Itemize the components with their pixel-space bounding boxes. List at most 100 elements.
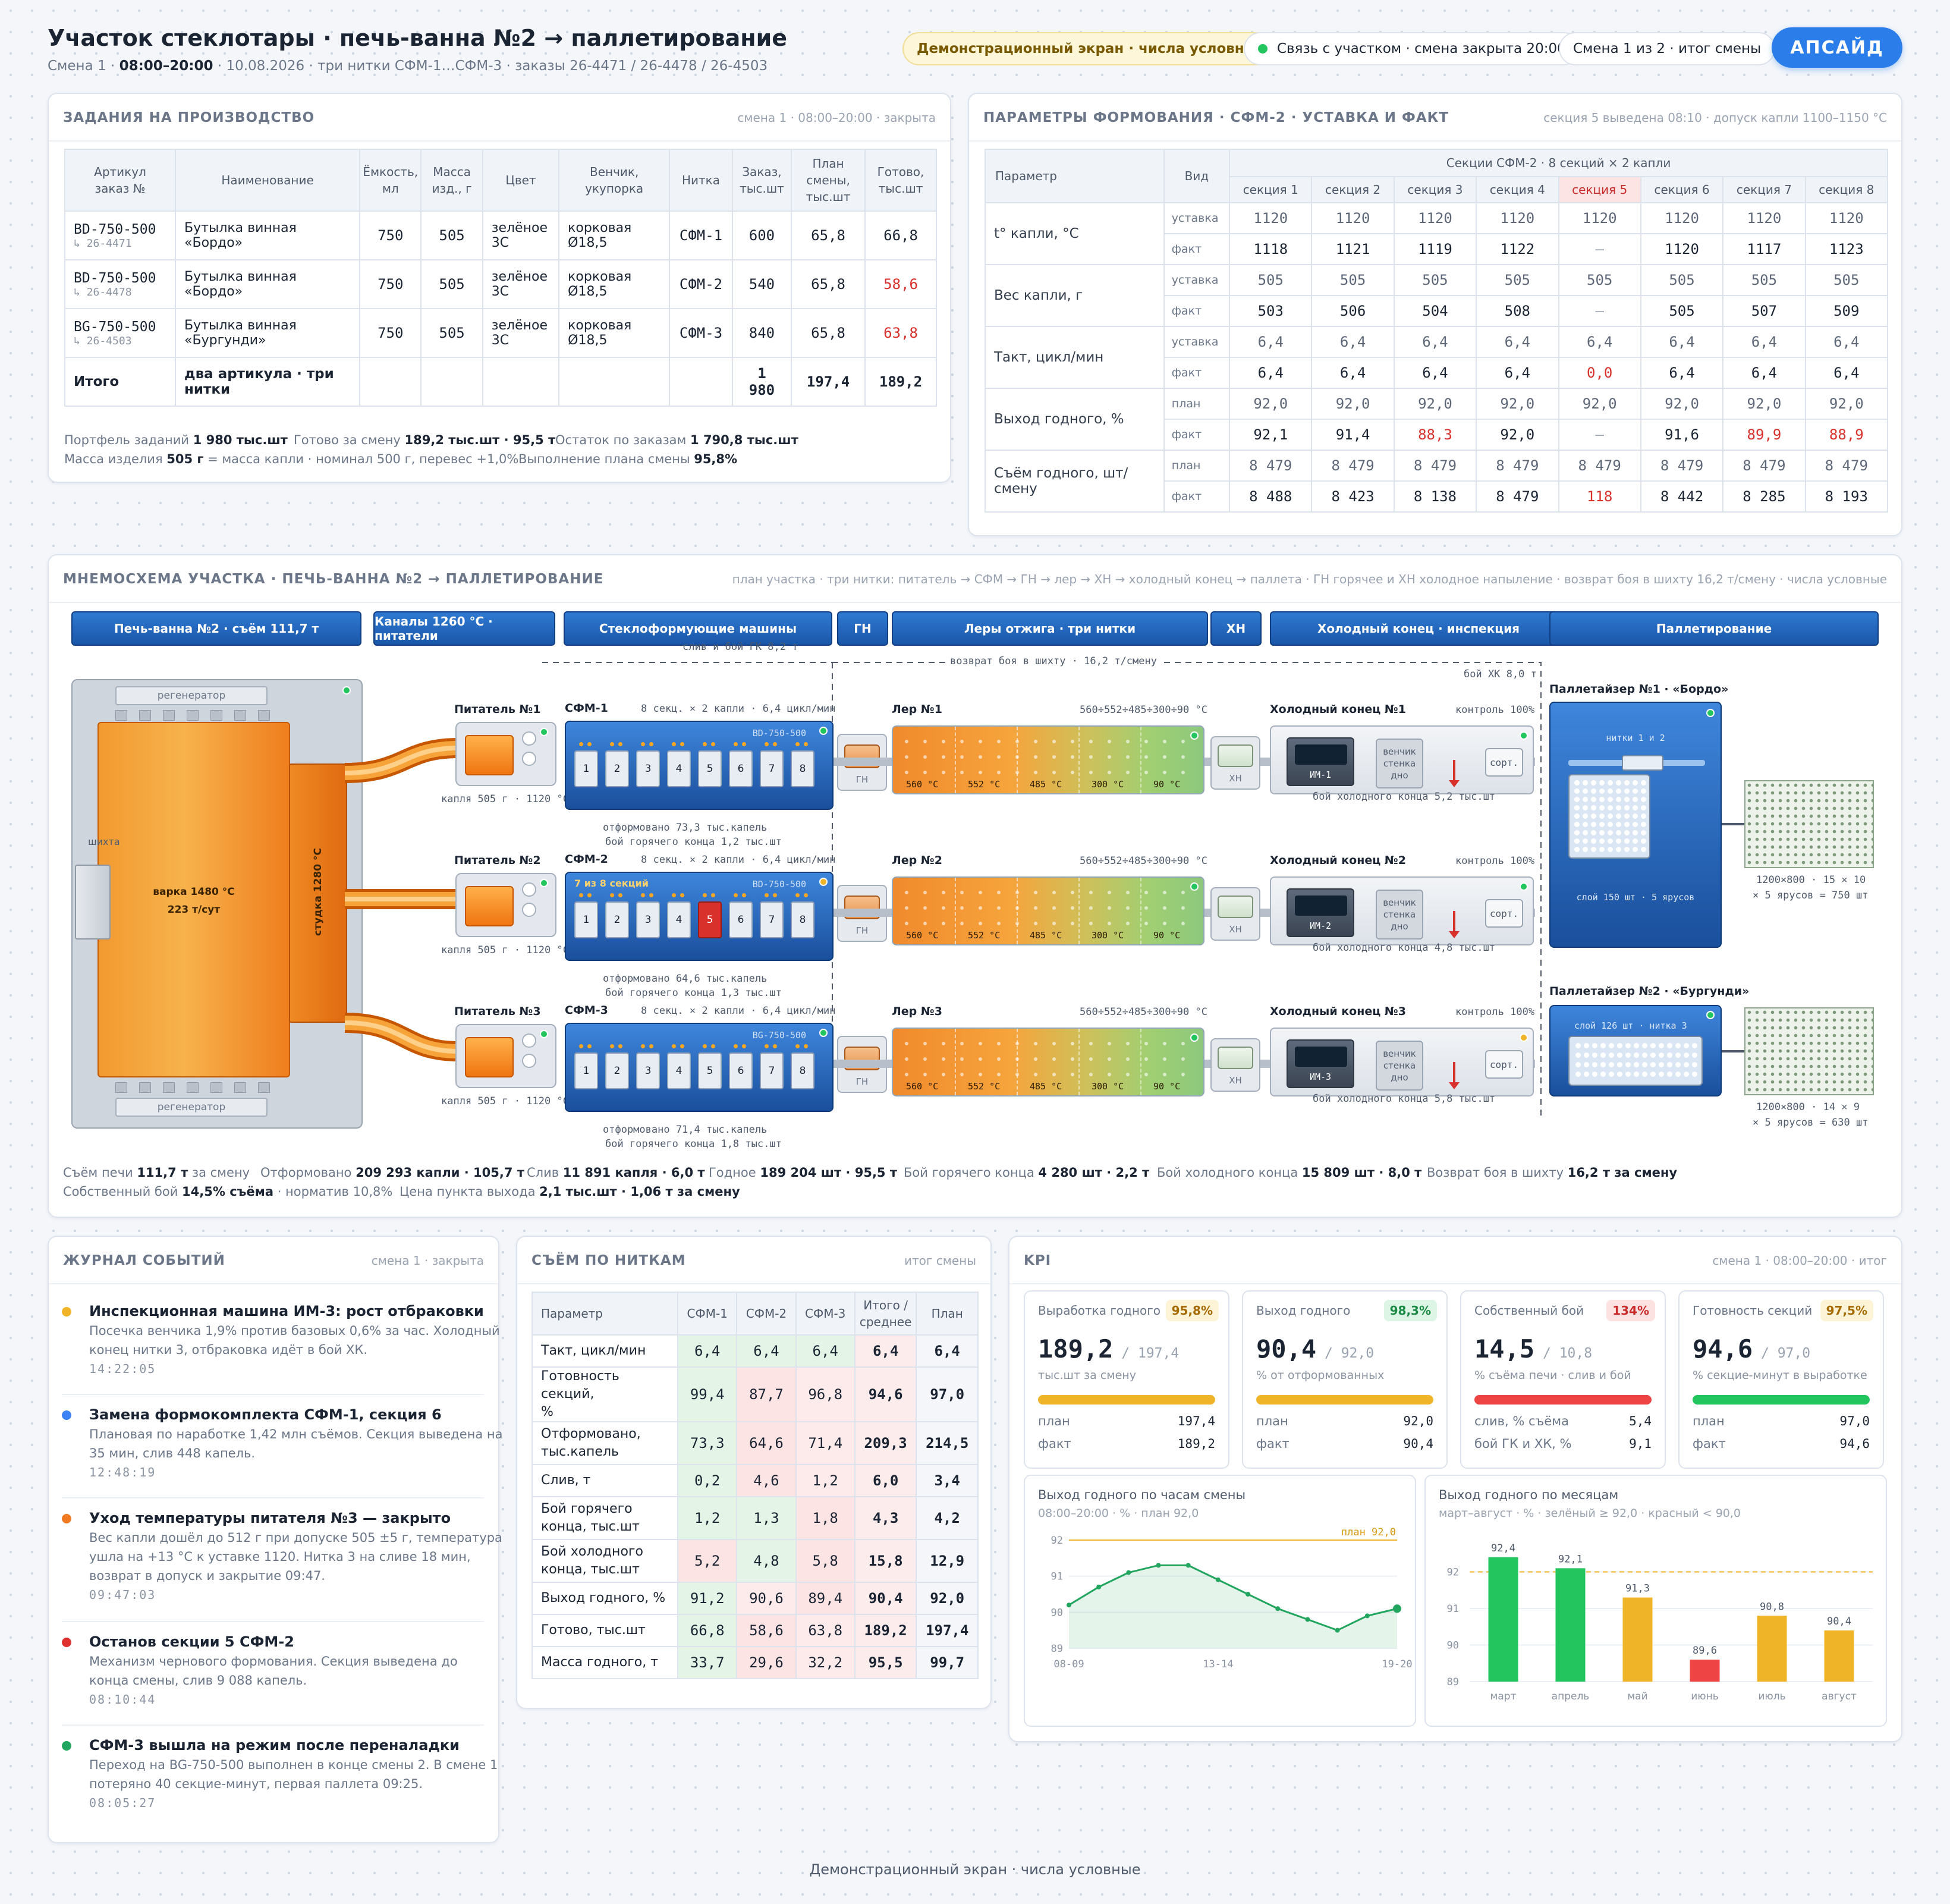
machine-section[interactable]: 2 xyxy=(605,750,629,787)
cell-done: 63,8 xyxy=(864,308,937,358)
bottle-dot xyxy=(1591,797,1596,802)
machine-section[interactable]: 4 xyxy=(667,1052,691,1089)
param-actual: 6,4 xyxy=(1722,357,1806,389)
bar-value-label: 89,6 xyxy=(1693,1645,1717,1657)
bottle-dot xyxy=(1633,788,1638,794)
order-number: ↳ 26-4478 xyxy=(74,285,132,299)
machine-section[interactable]: 8 xyxy=(791,750,814,787)
cold-end-coating[interactable]: ХН xyxy=(1210,887,1260,941)
kpi-card-item[interactable]: Готовность секций 97,5% 94,6 / 97,0 % секци… xyxy=(1678,1290,1884,1469)
bottle-dot xyxy=(1624,788,1630,794)
yield-cell: 66,8 xyxy=(677,1614,738,1647)
section-header[interactable]: секция 6 xyxy=(1640,176,1724,203)
event-item[interactable]: Замена формокомплекта СФМ-1, секция 6 Пла… xyxy=(62,1405,505,1482)
forming-machine[interactable]: 7 из 8 секций BD-750-500 1 2 3 4 5 6 7 8 xyxy=(565,872,834,961)
cold-end-coating[interactable]: ХН xyxy=(1210,1038,1260,1092)
kpi-card-item[interactable]: Выход годного 98,3% 90,4 / 92,0 % от отформ… xyxy=(1242,1290,1448,1469)
section-header[interactable]: секция 5 xyxy=(1558,176,1641,203)
forming-machine[interactable]: BD-750-500 1 2 3 4 5 6 7 8 xyxy=(565,721,834,810)
machine-section[interactable]: 3 xyxy=(636,750,660,787)
bottle-dot xyxy=(1633,805,1638,810)
forming-machine[interactable]: BG-750-500 1 2 3 4 5 6 7 8 xyxy=(565,1023,834,1112)
section-header[interactable]: секция 7 xyxy=(1722,176,1806,203)
gob-dot xyxy=(610,742,614,746)
machine-section[interactable]: 6 xyxy=(729,750,753,787)
orders-col-header: Артикул заказ № xyxy=(64,149,177,212)
cold-end-inspection[interactable]: ИМ-3 венчик стенка дно сорт. xyxy=(1270,1028,1534,1096)
annealing-lehr[interactable]: 560 °С 552 °С 485 °С 300 °С 90 °С xyxy=(892,725,1204,794)
machine-section[interactable]: 6 xyxy=(729,1052,753,1089)
event-item[interactable]: СФМ-3 вышла на режим после переналадки Пе… xyxy=(62,1735,505,1812)
inspection-screen-icon xyxy=(1295,1047,1347,1067)
inspection-machine[interactable]: ИМ-2 xyxy=(1287,888,1354,937)
event-item[interactable]: Уход температуры питателя №3 — закрыто Ве… xyxy=(62,1508,505,1604)
param-setpoint: 6,4 xyxy=(1558,326,1641,358)
event-item[interactable]: Инспекционная машина ИМ-3: рост отбраков… xyxy=(62,1301,505,1378)
bottle-dot xyxy=(1163,740,1166,743)
feeder[interactable] xyxy=(455,722,556,786)
furnace-status-dot xyxy=(342,686,351,695)
section-header[interactable]: секция 1 xyxy=(1229,176,1313,203)
machine-section[interactable]: 8 xyxy=(791,1052,814,1089)
inspection-machine[interactable]: ИМ-1 xyxy=(1287,737,1354,786)
bottle-dot xyxy=(960,1057,964,1061)
machine-section[interactable]: 3 xyxy=(636,901,660,938)
yield-title: СЪЁМ ПО НИТКАМ xyxy=(531,1253,686,1268)
cold-end-waste: бой холодного конца 5,2 тыс.шт xyxy=(1313,791,1496,803)
zone-temp: 552 °С xyxy=(968,930,1001,941)
machine-section[interactable]: 2 xyxy=(605,1052,629,1089)
machine-section[interactable]: 5 xyxy=(698,1052,722,1089)
machine-section[interactable]: 7 xyxy=(760,750,784,787)
orders-card: ЗАДАНИЯ НА ПРОИЗВОДСТВО смена 1 · 08:00–2… xyxy=(48,93,951,483)
palletizer-2[interactable]: слой 126 шт · нитка 3 xyxy=(1549,1005,1722,1096)
article-code: BD-750-500 xyxy=(74,221,156,237)
cell-line: СФМ-1 xyxy=(669,210,733,260)
event-divider xyxy=(62,1724,484,1726)
machine-section[interactable]: 2 xyxy=(605,901,629,938)
machine-section[interactable]: 8 xyxy=(791,901,814,938)
annealing-lehr[interactable]: 560 °С 552 °С 485 °С 300 °С 90 °С xyxy=(892,876,1204,945)
machine-section[interactable]: 6 xyxy=(729,901,753,938)
upside-button[interactable]: АПСАЙД xyxy=(1772,27,1902,68)
orders-footer-5: Выполнение плана смены 95,8% xyxy=(518,452,738,466)
cold-end-coating[interactable]: ХН xyxy=(1210,736,1260,790)
machine-section[interactable]: 5 xyxy=(698,750,722,787)
table-row[interactable]: BD-750-500 ↳ 26-4471 Бутылка винная «Бордо… xyxy=(64,210,937,260)
sorting-unit: сорт. xyxy=(1485,1050,1523,1079)
machine-section[interactable]: 7 xyxy=(760,901,784,938)
section-header[interactable]: секция 4 xyxy=(1476,176,1559,203)
cold-end-inspection[interactable]: ИМ-2 венчик стенка дно сорт. xyxy=(1270,876,1534,945)
kpi-card-item[interactable]: Выработка годного 95,8% 189,2 / 197,4 тыс.ш… xyxy=(1024,1290,1229,1469)
section-header[interactable]: секция 8 xyxy=(1804,176,1889,203)
machine-section[interactable]: 3 xyxy=(636,1052,660,1089)
machine-section[interactable]: 1 xyxy=(574,750,598,787)
inspection-machine[interactable]: ИМ-3 xyxy=(1287,1039,1354,1088)
orders-col-header: Наименование xyxy=(175,149,361,212)
param-actual: 1118 xyxy=(1229,233,1313,265)
bottle-dot xyxy=(1608,830,1613,835)
machine-section[interactable]: 4 xyxy=(667,901,691,938)
palletizer-1[interactable]: нитки 1 и 2 слой 150 шт · 5 ярусов xyxy=(1549,702,1722,948)
cold-end-inspection[interactable]: ИМ-1 венчик стенка дно сорт. xyxy=(1270,725,1534,794)
cell-plan: 65,8 xyxy=(791,210,866,260)
annealing-lehr[interactable]: 560 °С 552 °С 485 °С 300 °С 90 °С xyxy=(892,1028,1204,1096)
feeder[interactable] xyxy=(455,1024,556,1088)
machine-section[interactable]: 7 xyxy=(760,1052,784,1089)
feeder[interactable] xyxy=(455,873,556,937)
bottle-dot xyxy=(1642,1072,1647,1077)
machine-section[interactable]: 1 xyxy=(574,1052,598,1089)
event-item[interactable]: Останов секции 5 СФМ-2 Механизм чернового… xyxy=(62,1632,505,1709)
machine-section[interactable]: 1 xyxy=(574,901,598,938)
refiner-label: студка 1280 °С xyxy=(312,848,324,936)
shift-selector[interactable]: Смена 1 из 2 · итог смены xyxy=(1559,32,1776,65)
table-row[interactable]: BG-750-500 ↳ 26-4503 Бутылка винная «Бургу… xyxy=(64,308,937,358)
table-row[interactable]: BD-750-500 ↳ 26-4478 Бутылка винная «Бордо… xyxy=(64,259,937,309)
cell-name: Бутылка винная «Бордо» xyxy=(175,259,361,309)
kpi-card-item[interactable]: Собственный бой 134% 14,5 / 10,8 % съёма пе… xyxy=(1460,1290,1666,1469)
section-header[interactable]: секция 2 xyxy=(1311,176,1395,203)
machine-section[interactable]: 5 xyxy=(698,901,722,938)
section-header[interactable]: секция 3 xyxy=(1393,176,1477,203)
machine-section[interactable]: 4 xyxy=(667,750,691,787)
bottle-dot xyxy=(1667,1072,1672,1077)
zone-temp: 560 °С xyxy=(906,779,939,790)
